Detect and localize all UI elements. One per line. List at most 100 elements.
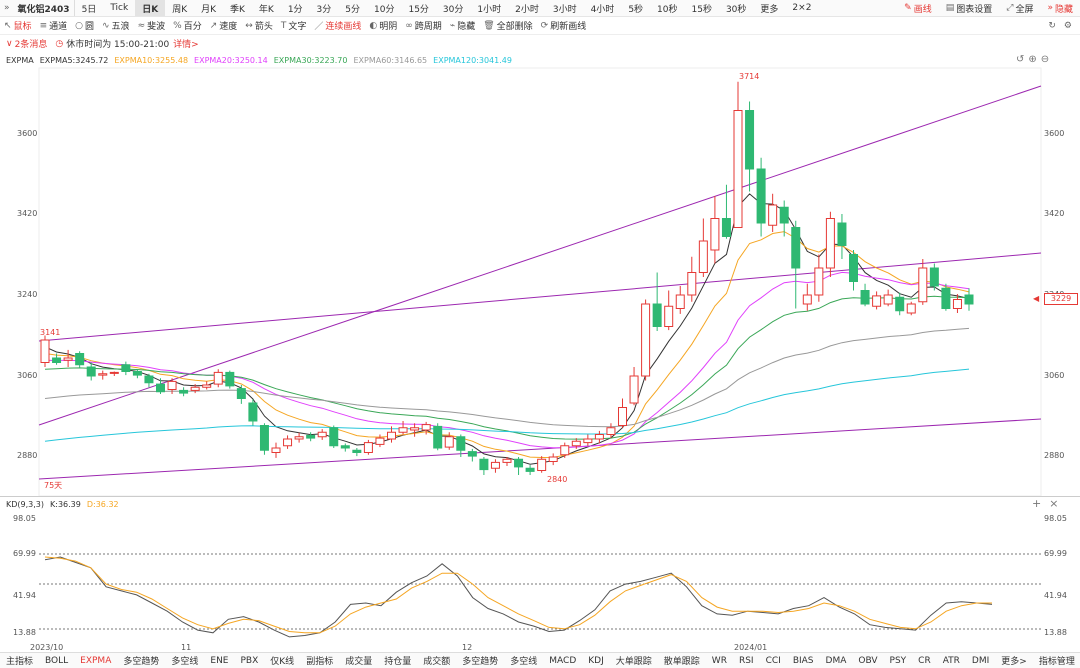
chart-settings-button[interactable]: ▤ 图表设置 bbox=[945, 3, 993, 15]
chevron-down-icon[interactable]: ∨ bbox=[6, 38, 13, 49]
period-tab[interactable]: 日K bbox=[135, 0, 166, 16]
indicator-tab[interactable]: BOLL bbox=[45, 655, 69, 666]
period-tab[interactable]: 4小时 bbox=[590, 4, 615, 15]
add-icon[interactable]: + bbox=[1032, 497, 1042, 510]
tool-label: 五浪 bbox=[111, 22, 130, 32]
legend-item: EXPMA120:3041.49 bbox=[433, 56, 512, 65]
kd-legend: KD(9,3,3) K:36.39 D:36.32 bbox=[6, 500, 119, 509]
tool-button[interactable]: ↖ 鼠标 bbox=[0, 17, 36, 34]
candle-body bbox=[929, 267, 939, 287]
layout-select[interactable]: 2×2 bbox=[792, 3, 812, 13]
period-tab[interactable]: 周K bbox=[172, 4, 188, 15]
y-tick-label: 3600 bbox=[17, 129, 38, 138]
period-tab[interactable]: 30秒 bbox=[725, 4, 747, 15]
period-tab[interactable]: Tick bbox=[110, 3, 129, 13]
tool-button[interactable]: 🗑 全部删除 bbox=[479, 17, 536, 34]
symbol-name[interactable]: 氧化铝2403 bbox=[14, 0, 75, 16]
draw-line-button[interactable]: ✎ 画线 bbox=[904, 3, 932, 15]
tool-button[interactable]: ○ 圆 bbox=[71, 17, 98, 34]
details-link[interactable]: 详情> bbox=[173, 40, 199, 50]
indicator-tab[interactable]: CR bbox=[918, 655, 931, 666]
tool-button[interactable]: ／连续画线 bbox=[310, 17, 365, 34]
indicator-tab[interactable]: PSY bbox=[889, 655, 907, 666]
period-tab[interactable]: 30分 bbox=[442, 4, 464, 15]
candle-body bbox=[895, 296, 905, 312]
tool-button[interactable]: T 文字 bbox=[277, 17, 311, 34]
indicator-tab[interactable]: 散单跟踪 bbox=[663, 657, 700, 667]
period-tab[interactable]: 15分 bbox=[408, 4, 429, 15]
reset-icon[interactable]: ↻ bbox=[1048, 20, 1056, 31]
indicator-tab[interactable]: OBV bbox=[858, 655, 878, 666]
indicator-tab[interactable]: 多空趋势 bbox=[462, 657, 499, 667]
tool-icon: ↗ bbox=[209, 20, 218, 31]
period-tab[interactable]: 10分 bbox=[374, 4, 395, 15]
undo-icon[interactable]: ↺ bbox=[1016, 54, 1025, 65]
tool-button[interactable]: ⌁ 隐藏 bbox=[446, 17, 479, 34]
indicator-tab[interactable]: 仅K线 bbox=[270, 657, 295, 667]
indicator-tab[interactable]: KDJ bbox=[588, 655, 604, 666]
zoom-out-icon[interactable]: ⊖ bbox=[1040, 54, 1050, 65]
indicator-tab[interactable]: RSI bbox=[738, 655, 754, 666]
indicator-tab[interactable]: DMI bbox=[971, 655, 990, 666]
indicator-tab[interactable]: 副指标 bbox=[306, 657, 334, 667]
tool-button[interactable]: ≈ 斐波 bbox=[134, 17, 170, 34]
y-tick-label: 2880 bbox=[17, 451, 38, 460]
indicator-tab[interactable]: PBX bbox=[240, 655, 259, 666]
settings-icon[interactable]: ⚙ bbox=[1063, 20, 1072, 31]
indicator-tab[interactable]: 指标管理 bbox=[1038, 657, 1075, 667]
close-icon[interactable]: × bbox=[1049, 497, 1059, 510]
indicator-tab[interactable]: 成交额 bbox=[423, 657, 451, 667]
period-tab[interactable]: 2小时 bbox=[515, 4, 539, 15]
period-tab[interactable]: 15秒 bbox=[691, 4, 712, 15]
period-tab[interactable]: 3分 bbox=[316, 4, 332, 15]
indicator-tab[interactable]: 多空线 bbox=[171, 657, 199, 667]
indicator-tab[interactable]: 多空线 bbox=[510, 657, 538, 667]
tool-button[interactable]: ≡ 通道 bbox=[36, 17, 72, 34]
period-tab[interactable]: 季K bbox=[230, 4, 245, 15]
tool-icon: % bbox=[173, 20, 182, 31]
period-tab[interactable]: 5日 bbox=[81, 4, 97, 15]
tool-button[interactable]: ◐ 明阴 bbox=[365, 17, 401, 34]
indicator-tab[interactable]: DMA bbox=[825, 655, 847, 666]
candle-body bbox=[490, 461, 500, 469]
indicator-tab[interactable]: 多空趋势 bbox=[123, 657, 160, 667]
tool-button[interactable]: ∿ 五浪 bbox=[98, 17, 134, 34]
period-tab[interactable]: 年K bbox=[258, 4, 274, 15]
period-tab[interactable]: 10秒 bbox=[657, 4, 678, 15]
indicator-tab[interactable]: ENE bbox=[210, 655, 229, 666]
indicator-tab[interactable]: 成交量 bbox=[345, 657, 373, 667]
indicator-tab[interactable]: WR bbox=[711, 655, 727, 666]
indicator-tab[interactable]: CCI bbox=[765, 655, 781, 666]
indicator-tab[interactable]: MACD bbox=[549, 655, 577, 666]
period-tab[interactable]: 月K bbox=[201, 4, 216, 15]
period-tab[interactable]: 更多 bbox=[760, 4, 779, 15]
candle-body bbox=[849, 254, 858, 282]
indicator-tab[interactable]: 大单跟踪 bbox=[615, 657, 652, 667]
period-tab[interactable]: 1分 bbox=[287, 4, 303, 15]
indicator-tab[interactable]: ATR bbox=[942, 655, 960, 666]
hide-button[interactable]: » 隐藏 bbox=[1047, 3, 1073, 15]
fullscreen-button[interactable]: ⤢ 全屏 bbox=[1006, 3, 1034, 15]
legend-item: EXPMA10:3255.48 bbox=[114, 56, 189, 65]
indicator-tab[interactable]: EXPMA bbox=[80, 655, 112, 666]
tool-button[interactable]: ↔ 箭头 bbox=[241, 17, 277, 34]
candle-body bbox=[167, 380, 177, 390]
current-price-tag: 3229 bbox=[1044, 293, 1078, 305]
indicator-tab[interactable]: 主指标 bbox=[6, 657, 34, 667]
period-tab[interactable]: 5秒 bbox=[628, 4, 644, 15]
zoom-in-icon[interactable]: ⊕ bbox=[1028, 54, 1037, 65]
tool-button[interactable]: ⟳ 刷新画线 bbox=[537, 17, 591, 34]
expand-icon[interactable]: » bbox=[4, 3, 10, 13]
indicator-tab[interactable]: 更多> bbox=[1001, 657, 1027, 667]
y-tick-label: 3420 bbox=[1044, 209, 1065, 218]
period-tab[interactable]: 1小时 bbox=[477, 4, 502, 15]
tool-button[interactable]: % 百分 bbox=[169, 17, 206, 34]
indicator-tab[interactable]: 持仓量 bbox=[384, 657, 412, 667]
period-tab[interactable]: 5分 bbox=[345, 4, 361, 15]
indicator-tab[interactable]: BIAS bbox=[792, 655, 814, 666]
candle-body bbox=[560, 445, 570, 456]
period-tab[interactable]: 3小时 bbox=[552, 4, 577, 15]
tool-button[interactable]: ∞ 跨周期 bbox=[401, 17, 446, 34]
tool-button[interactable]: ↗ 速度 bbox=[206, 17, 242, 34]
message-count[interactable]: 2条消息 bbox=[14, 40, 48, 50]
